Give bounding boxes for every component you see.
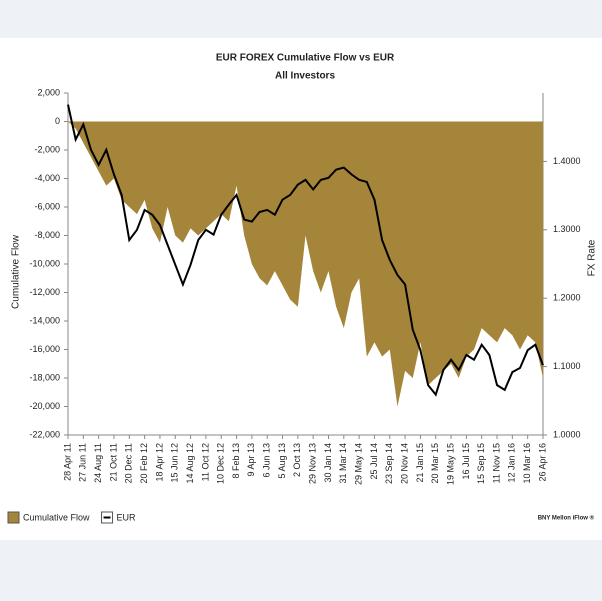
legend-swatch: [7, 511, 20, 524]
y2-tick-label: 1.3000: [553, 224, 581, 234]
x-tick-label: 20 Nov 14: [399, 443, 409, 484]
y-tick-label: -12,000: [29, 287, 60, 297]
x-tick-label: 12 Jan 16: [507, 443, 517, 483]
y-tick-label: 0: [55, 116, 60, 126]
legend-label: Cumulative Flow: [23, 512, 90, 522]
credit: BNY Mellon iFlow ®: [538, 515, 595, 522]
chart-subtitle: All Investors: [275, 71, 335, 82]
x-tick-label: 29 May 14: [354, 443, 364, 485]
chart-title: EUR FOREX Cumulative Flow vs EUR: [216, 53, 395, 64]
x-tick-label: 24 Aug 11: [93, 443, 103, 483]
x-tick-label: 20 Feb 12: [139, 443, 149, 484]
y-tick-label: -4,000: [34, 173, 60, 183]
x-tick-label: 28 Apr 11: [62, 443, 72, 481]
rate-line: [67, 104, 544, 397]
x-tick-label: 16 Jul 15: [461, 443, 471, 480]
y2-tick-label: 1.2000: [553, 293, 581, 303]
legend-label: EUR: [117, 512, 137, 522]
x-tick-label: 2 Oct 13: [292, 443, 302, 477]
x-tick-label: 20 Dec 11: [124, 443, 134, 483]
y2-axis-title: FX Rate: [587, 239, 598, 276]
y2-tick-label: 1.4000: [553, 156, 581, 166]
x-tick-label: 10 Dec 12: [216, 443, 226, 484]
x-tick-label: 30 Jan 14: [323, 443, 333, 483]
x-tick-label: 29 Nov 13: [308, 443, 318, 484]
x-tick-label: 25 Jul 14: [369, 443, 379, 480]
x-tick-label: 21 Oct 11: [108, 443, 118, 481]
y2-tick-label: 1.0000: [553, 429, 581, 439]
x-tick-label: 5 Aug 13: [277, 443, 287, 479]
y-tick-label: -6,000: [34, 201, 60, 211]
y-tick-label: 2,000: [37, 87, 60, 97]
x-tick-label: 11 Oct 12: [200, 443, 210, 481]
x-tick-label: 27 Jun 11: [78, 443, 88, 482]
x-tick-label: 15 Sep 15: [476, 443, 486, 484]
y-axis-title: Cumulative Flow: [11, 234, 22, 309]
flow-area: [68, 121, 543, 407]
x-tick-label: 8 Feb 13: [231, 443, 241, 479]
x-tick-label: 6 Jun 13: [262, 443, 272, 478]
y-tick-label: -18,000: [29, 372, 60, 382]
x-tick-label: 19 May 15: [445, 443, 455, 485]
y-tick-label: -2,000: [34, 144, 60, 154]
x-tick-label: 10 Mar 16: [522, 443, 532, 484]
x-tick-label: 21 Jan 15: [415, 443, 425, 483]
y-tick-label: -16,000: [29, 344, 60, 354]
y-tick-label: -10,000: [29, 258, 60, 268]
y-tick-label: -14,000: [29, 315, 60, 325]
y-tick-label: -8,000: [34, 230, 60, 240]
x-tick-label: 31 Mar 14: [338, 443, 348, 484]
x-tick-label: 9 Apr 13: [246, 443, 256, 477]
x-tick-label: 15 Jun 12: [170, 443, 180, 483]
x-tick-label: 18 Apr 12: [154, 443, 164, 482]
x-tick-label: 23 Sep 14: [384, 443, 394, 484]
x-tick-label: 26 Apr 16: [537, 443, 547, 482]
y2-tick-label: 1.1000: [553, 361, 581, 371]
y-tick-label: -20,000: [29, 401, 60, 411]
x-tick-label: 11 Nov 15: [491, 443, 501, 483]
x-tick-label: 14 Aug 12: [185, 443, 195, 484]
y-tick-label: -22,000: [29, 429, 60, 439]
x-tick-label: 20 Mar 15: [430, 443, 440, 484]
